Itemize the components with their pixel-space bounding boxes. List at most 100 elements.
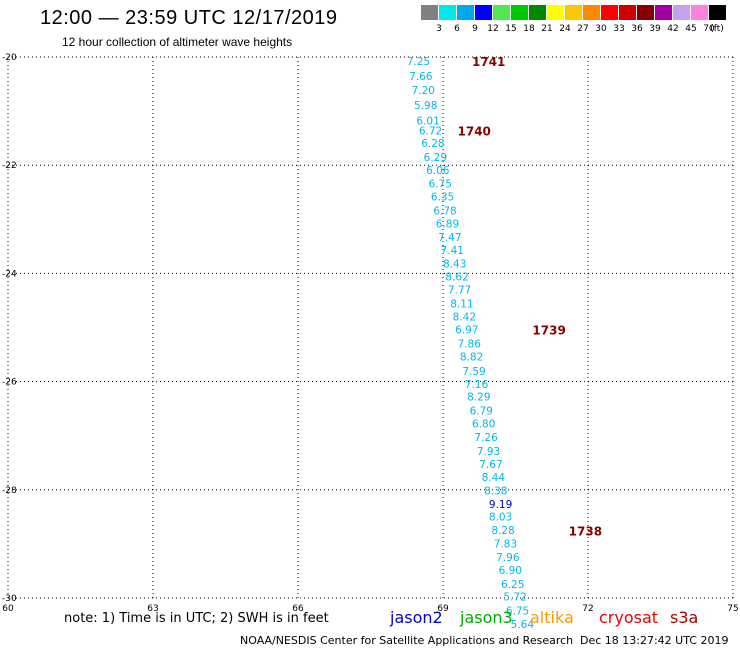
wave-height-value: 7.59 [462, 366, 485, 378]
legend-label: 42 [667, 24, 679, 34]
legend-swatch [511, 5, 528, 20]
lat-tick-label: -28 [2, 486, 17, 496]
wave-height-value: 6.06 [426, 165, 450, 177]
credit-text: NOAA/NESDIS Center for Satellite Applica… [240, 634, 574, 647]
legend-swatch [547, 5, 564, 20]
legend-label: 15 [505, 24, 517, 34]
wave-height-value: 8.29 [467, 392, 490, 404]
lon-tick-label: 66 [292, 604, 304, 614]
wave-height-value: 6.75 [429, 179, 452, 191]
lat-tick-label: -24 [2, 269, 17, 279]
legend-swatch [475, 5, 492, 20]
wave-height-value: 8.43 [443, 259, 466, 271]
satellite-label-jason2: jason2 [390, 608, 443, 627]
wave-height-value: 5.98 [414, 100, 437, 112]
pass-time-label: 1741 [472, 55, 505, 69]
lat-tick-label: -20 [2, 53, 17, 63]
legend-swatch [601, 5, 618, 20]
wave-height-value: 7.41 [441, 245, 464, 257]
legend-label: 30 [595, 24, 607, 34]
generated-timestamp: Dec 18 13:27:42 UTC 2019 [580, 634, 729, 647]
wave-height-value: 6.29 [424, 152, 447, 164]
wave-height-value: 9.19 [489, 499, 512, 511]
legend-label: 3 [436, 24, 442, 34]
wave-height-legend: 3 6 9 12 15 18 21 24 27 30 33 36 39 42 45 70 (ft) [421, 5, 727, 35]
legend-swatch [493, 5, 510, 20]
pass-time-label: 1739 [532, 324, 565, 338]
legend-swatch [655, 5, 672, 20]
lon-tick-label: 69 [437, 604, 449, 614]
legend-swatch [709, 5, 726, 20]
wave-height-value: 6.79 [470, 405, 493, 417]
wave-height-value: 8.11 [450, 299, 473, 311]
legend-label: 39 [649, 24, 661, 34]
legend-label: 18 [523, 24, 535, 34]
lat-tick-label: -30 [2, 594, 17, 604]
wave-height-value: 6.89 [436, 219, 459, 231]
wave-height-value: 7.86 [458, 339, 482, 351]
legend-swatch [421, 5, 438, 20]
legend-swatch [583, 5, 600, 20]
lat-tick-label: -26 [2, 378, 17, 388]
legend-label: 21 [541, 24, 553, 34]
map-subtitle: 12 hour collection of altimeter wave hei… [62, 35, 293, 49]
wave-height-value: 7.66 [409, 71, 433, 83]
wave-height-value: 7.47 [438, 232, 461, 244]
legend-swatch [529, 5, 546, 20]
lon-tick-label: 60 [2, 604, 14, 614]
wave-height-value: 6.25 [501, 579, 524, 591]
wave-height-value: 5.72 [503, 591, 526, 603]
legend-label: 70 [703, 24, 715, 34]
legend-swatch [565, 5, 582, 20]
wave-height-value: 8.42 [453, 312, 476, 324]
pass-time-label: 1740 [458, 125, 491, 139]
wave-height-value: 7.93 [477, 446, 500, 458]
pass-time-label: 1738 [569, 524, 602, 538]
wave-height-value: 7.96 [496, 552, 520, 564]
wave-height-value: 7.25 [407, 56, 430, 68]
legend-label: 45 [685, 24, 697, 34]
legend-unit: (ft) [710, 24, 724, 34]
wave-height-value: 8.03 [489, 511, 512, 523]
legend-label: 33 [613, 24, 625, 34]
wave-height-value: 8.38 [484, 485, 507, 497]
legend-swatch [457, 5, 474, 20]
wave-height-value: 6.28 [421, 138, 444, 150]
legend-label: 36 [631, 24, 643, 34]
wave-height-value: 7.16 [465, 379, 489, 391]
wave-height-value: 6.75 [506, 605, 529, 617]
satellite-label-jason3: jason3 [460, 608, 513, 627]
lon-tick-label: 75 [727, 604, 738, 614]
legend-swatch [439, 5, 456, 20]
wave-height-value: 8.28 [491, 525, 514, 537]
legend-label: 9 [472, 24, 478, 34]
legend-swatch [619, 5, 636, 20]
wave-height-value: 6.01 [416, 115, 439, 127]
lat-tick-label: -22 [2, 161, 17, 171]
wave-height-value: 6.72 [419, 126, 442, 138]
legend-swatch [673, 5, 690, 20]
lon-tick-label: 72 [582, 604, 593, 614]
wave-height-value: 5.64 [511, 619, 535, 631]
map-title: 12:00 — 23:59 UTC 12/17/2019 [40, 7, 338, 29]
wave-height-value: 6.80 [472, 418, 495, 430]
wave-height-value: 7.20 [412, 85, 435, 97]
legend-swatch [691, 5, 708, 20]
legend-label: 24 [559, 24, 571, 34]
satellite-label-cryosat: cryosat [599, 608, 659, 627]
wave-height-value: 8.82 [460, 352, 483, 364]
legend-label: 12 [487, 24, 499, 34]
satellite-label-altika: altika [530, 608, 574, 627]
wave-height-value: 7.83 [494, 538, 517, 550]
wave-height-value: 7.26 [474, 432, 498, 444]
wave-height-value: 8.44 [482, 472, 506, 484]
satellite-label-s3a: s3a [670, 608, 699, 627]
wave-height-value: 6.90 [499, 565, 522, 577]
wave-height-value: 7.77 [448, 285, 471, 297]
wave-height-value: 6.35 [431, 192, 454, 204]
wave-height-value: 6.78 [433, 206, 456, 218]
wave-height-value: 6.97 [455, 325, 478, 337]
lon-tick-label: 63 [147, 604, 158, 614]
legend-label: 27 [577, 24, 589, 34]
